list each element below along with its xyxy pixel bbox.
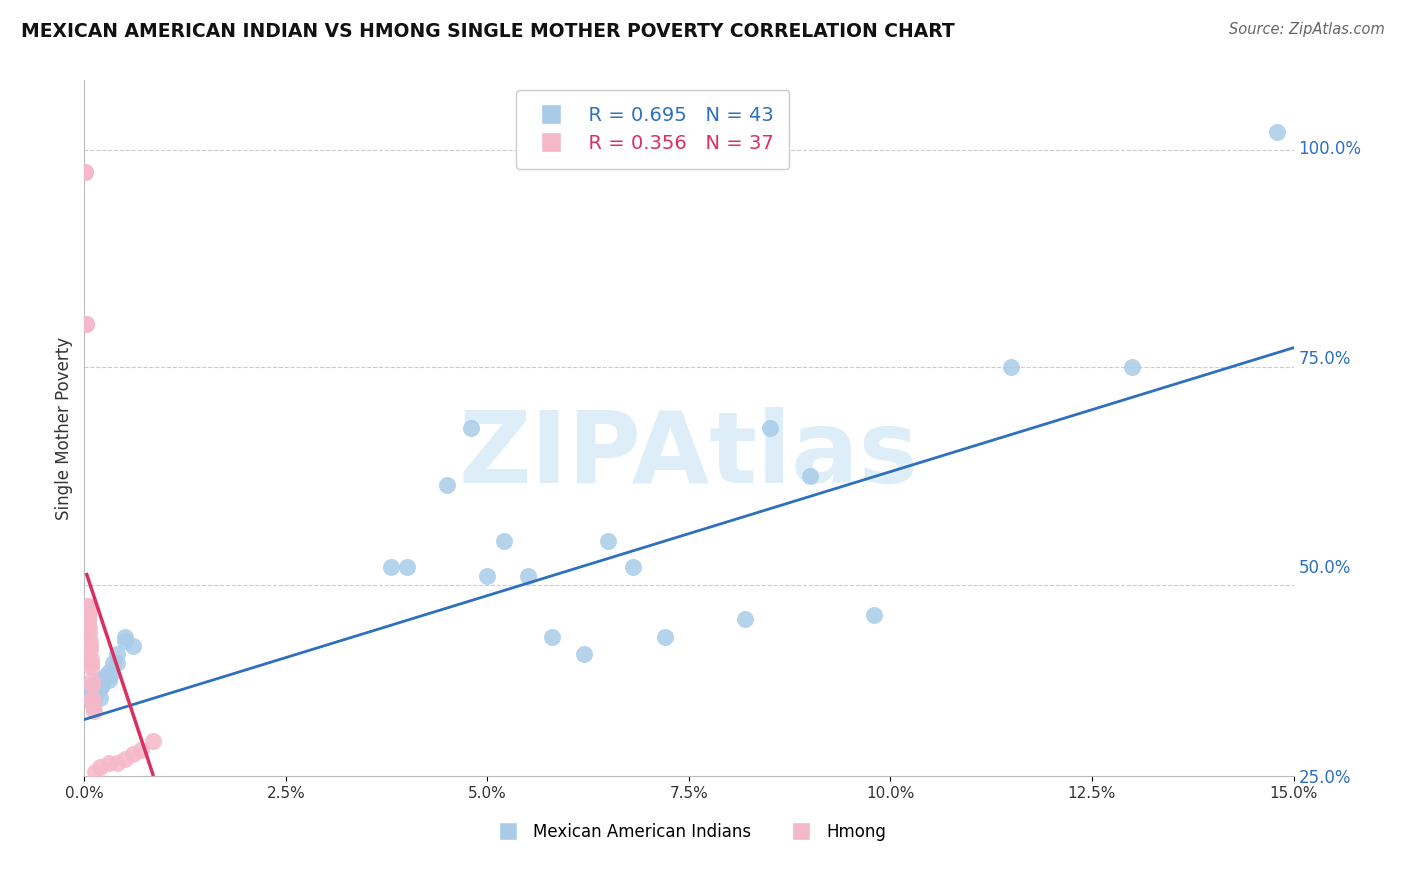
- Point: [460, 421, 482, 435]
- Point: [83, 764, 105, 779]
- Text: ZIPAtlas: ZIPAtlas: [458, 408, 920, 505]
- Point: [76, 608, 98, 623]
- Point: [82, 695, 104, 709]
- Point: [114, 751, 136, 765]
- Point: [82, 690, 104, 705]
- Point: [734, 613, 756, 627]
- Point: [86, 681, 108, 696]
- Text: Source: ZipAtlas.com: Source: ZipAtlas.com: [1229, 22, 1385, 37]
- Point: [77, 625, 100, 640]
- Point: [79, 639, 101, 653]
- Point: [75, 164, 97, 178]
- Point: [105, 756, 128, 770]
- Point: [80, 660, 103, 674]
- Point: [380, 560, 402, 574]
- Point: [77, 616, 100, 631]
- Point: [77, 608, 100, 623]
- Point: [97, 756, 120, 770]
- Point: [80, 678, 103, 692]
- Point: [89, 760, 111, 774]
- Point: [114, 630, 136, 644]
- Point: [76, 613, 98, 627]
- Point: [76, 608, 98, 623]
- Point: [598, 534, 620, 549]
- Point: [121, 747, 143, 762]
- Point: [82, 695, 104, 709]
- Point: [97, 673, 120, 688]
- Point: [75, 164, 97, 178]
- Point: [93, 669, 115, 683]
- Point: [80, 690, 103, 705]
- Point: [83, 690, 105, 705]
- Point: [76, 604, 98, 618]
- Point: [541, 630, 564, 644]
- Point: [76, 599, 98, 614]
- Point: [142, 734, 165, 748]
- Point: [572, 648, 595, 662]
- Point: [91, 673, 114, 688]
- Point: [799, 469, 821, 483]
- Point: [77, 621, 100, 635]
- Point: [82, 699, 104, 714]
- Point: [87, 678, 110, 692]
- Point: [97, 665, 120, 679]
- Point: [80, 681, 103, 696]
- Point: [114, 634, 136, 648]
- Point: [76, 604, 98, 618]
- Point: [863, 608, 886, 623]
- Point: [76, 599, 98, 614]
- Point: [79, 634, 101, 648]
- Point: [89, 690, 111, 705]
- Point: [758, 421, 780, 435]
- Point: [91, 678, 114, 692]
- Point: [1121, 360, 1143, 375]
- Point: [477, 569, 499, 583]
- Point: [89, 673, 111, 688]
- Point: [82, 686, 104, 700]
- Point: [105, 656, 128, 670]
- Point: [129, 743, 152, 757]
- Point: [80, 673, 103, 688]
- Point: [654, 630, 676, 644]
- Point: [101, 656, 124, 670]
- Point: [76, 604, 98, 618]
- Point: [516, 569, 538, 583]
- Point: [121, 639, 143, 653]
- Point: [105, 648, 128, 662]
- Point: [395, 560, 418, 574]
- Point: [86, 686, 108, 700]
- Point: [436, 477, 458, 491]
- Point: [79, 643, 101, 657]
- Point: [80, 651, 103, 665]
- Point: [1000, 360, 1022, 375]
- Point: [98, 669, 121, 683]
- Legend: Mexican American Indians, Hmong: Mexican American Indians, Hmong: [485, 816, 893, 847]
- Point: [83, 681, 105, 696]
- Point: [83, 704, 105, 718]
- Point: [80, 656, 103, 670]
- Point: [1267, 125, 1289, 139]
- Point: [492, 534, 515, 549]
- Point: [89, 681, 111, 696]
- Point: [77, 613, 100, 627]
- Text: MEXICAN AMERICAN INDIAN VS HMONG SINGLE MOTHER POVERTY CORRELATION CHART: MEXICAN AMERICAN INDIAN VS HMONG SINGLE …: [21, 22, 955, 41]
- Point: [75, 317, 97, 331]
- Point: [621, 560, 644, 574]
- Point: [75, 317, 97, 331]
- Y-axis label: Single Mother Poverty: Single Mother Poverty: [55, 336, 73, 520]
